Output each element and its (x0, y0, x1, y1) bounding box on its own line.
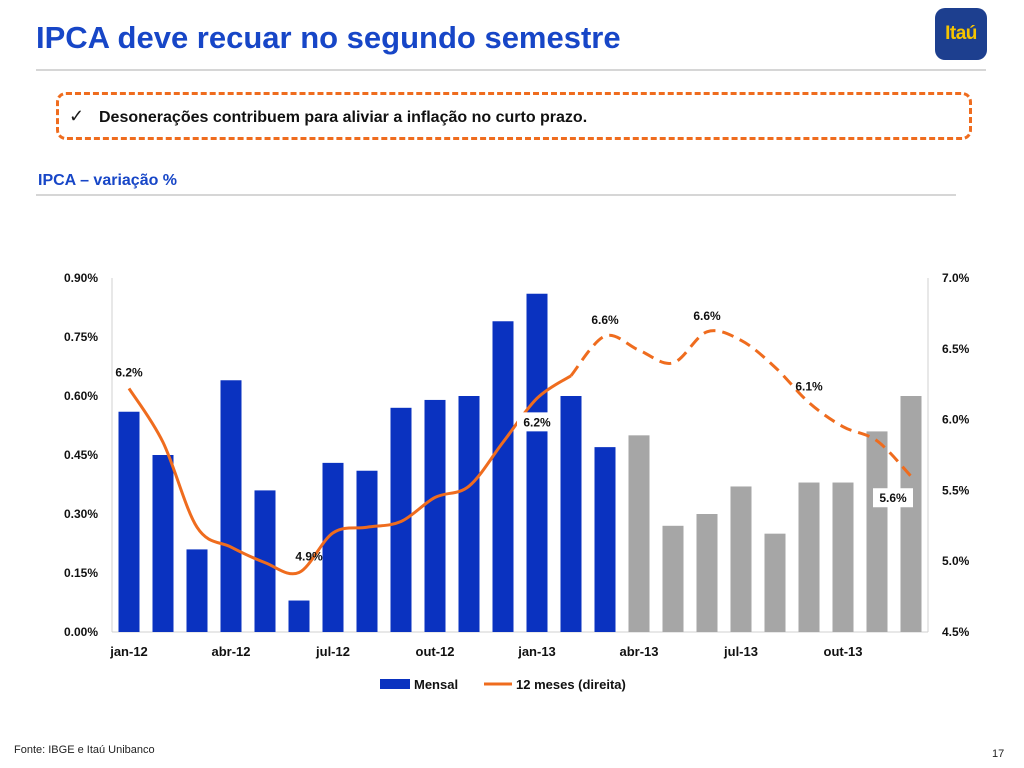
legend-label-12-meses: 12 meses (direita) (516, 677, 626, 692)
bar-mensal (900, 396, 922, 632)
bar-mensal (628, 435, 650, 632)
legend-swatch-mensal (380, 679, 410, 689)
right-axis-tick-label: 4.5% (942, 625, 970, 639)
right-axis-tick-label: 5.0% (942, 554, 970, 568)
left-axis-tick-label: 0.90% (64, 271, 98, 285)
x-axis-tick-label: jul-12 (315, 644, 350, 659)
right-axis-tick-label: 6.5% (942, 342, 970, 356)
logo-text: Itaú (945, 23, 977, 44)
bar-mensal (526, 293, 548, 632)
bar-mensal (390, 407, 412, 632)
bar-mensal (560, 396, 582, 632)
data-label: 6.1% (795, 380, 823, 394)
bar-mensal (186, 549, 208, 632)
bar-mensal (798, 482, 820, 632)
page-number: 17 (992, 748, 1005, 760)
bar-mensal (696, 514, 718, 632)
left-axis-tick-label: 0.15% (64, 566, 98, 580)
title-divider (36, 69, 986, 71)
x-axis-tick-label: abr-12 (211, 644, 250, 659)
left-axis-tick-label: 0.60% (64, 389, 98, 403)
bar-mensal (458, 396, 480, 632)
callout-text: Desonerações contribuem para aliviar a i… (99, 109, 588, 126)
subtitle-divider (36, 194, 956, 196)
itau-logo: Itaú (935, 8, 987, 60)
right-axis-tick-label: 5.5% (942, 483, 970, 497)
x-axis-tick-label: jan-13 (517, 644, 556, 659)
left-axis-tick-label: 0.75% (64, 330, 98, 344)
x-axis-tick-label: jan-12 (109, 644, 148, 659)
bar-mensal (356, 470, 378, 632)
bar-mensal (220, 380, 242, 632)
bar-mensal (288, 600, 310, 632)
x-axis-tick-label: out-12 (416, 644, 455, 659)
chart-subtitle: IPCA – variação % (38, 172, 178, 189)
bar-mensal (662, 525, 684, 632)
checkmark-icon: ✓ (69, 106, 85, 126)
bar-mensal (594, 447, 616, 632)
data-label: 4.9% (295, 550, 323, 564)
highlight-callout: ✓ Desonerações contribuem para aliviar a… (56, 92, 972, 140)
bar-mensal (730, 486, 752, 632)
left-axis-tick-label: 0.45% (64, 448, 98, 462)
data-label: 5.6% (879, 491, 907, 505)
bar-mensal (322, 462, 344, 632)
right-axis-tick-label: 6.0% (942, 413, 970, 427)
data-label: 6.6% (591, 313, 619, 327)
right-axis-tick-label: 7.0% (942, 271, 970, 285)
data-label: 6.6% (693, 309, 721, 323)
x-axis-tick-label: jul-13 (723, 644, 758, 659)
left-axis-tick-label: 0.00% (64, 625, 98, 639)
data-label: 6.2% (523, 415, 551, 429)
bar-mensal (492, 321, 514, 632)
line-12-meses-actual (127, 374, 572, 576)
bar-mensal (152, 455, 174, 632)
bar-mensal (424, 399, 446, 632)
left-axis-tick-label: 0.30% (64, 507, 98, 521)
source-note: Fonte: IBGE e Itaú Unibanco (14, 744, 155, 756)
bar-mensal (118, 411, 140, 632)
annotation-box (517, 412, 557, 432)
page-title: IPCA deve recuar no segundo semestre (36, 20, 621, 55)
annotation-box (873, 488, 913, 508)
x-axis-tick-label: abr-13 (619, 644, 658, 659)
line-12-meses-forecast (569, 329, 913, 478)
legend-label-mensal: Mensal (414, 677, 458, 692)
x-axis-tick-label: out-13 (824, 644, 863, 659)
bar-mensal (832, 482, 854, 632)
bar-mensal (764, 533, 786, 632)
data-label: 6.2% (115, 365, 143, 379)
bar-mensal (866, 431, 888, 632)
